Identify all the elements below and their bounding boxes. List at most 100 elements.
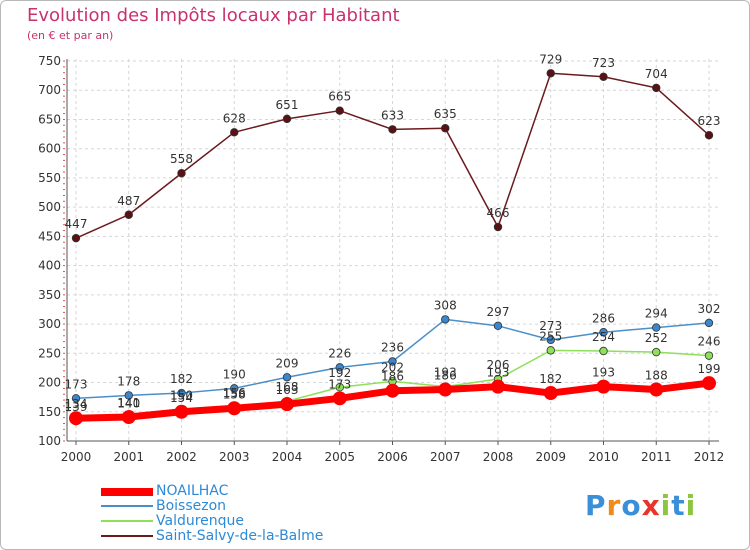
x-tick-label: 2009: [535, 450, 566, 464]
chart-title: Evolution des Impôts locaux par Habitant: [27, 5, 400, 26]
y-tick-label: 100: [38, 434, 61, 448]
y-tick-label: 150: [38, 405, 61, 419]
data-label: 466: [487, 206, 510, 220]
data-point: [493, 222, 503, 232]
x-tick-label: 2004: [272, 450, 303, 464]
data-label: 202: [381, 360, 404, 374]
x-tick-label: 2008: [483, 450, 514, 464]
logo-letter: o: [621, 489, 642, 522]
x-tick-label: 2012: [694, 450, 725, 464]
data-point: [124, 210, 133, 219]
data-label: 209: [276, 356, 299, 370]
data-label: 173: [328, 377, 351, 391]
x-tick-label: 2011: [641, 450, 672, 464]
data-label: 154: [170, 391, 193, 405]
data-label: 188: [645, 369, 668, 383]
x-tick-label: 2010: [588, 450, 619, 464]
data-label: 246: [698, 335, 721, 349]
data-point: [177, 169, 186, 178]
data-point: [282, 373, 292, 382]
data-point: [174, 404, 189, 419]
data-label: 558: [170, 152, 193, 166]
data-point: [438, 382, 453, 397]
data-label: 139: [65, 400, 88, 414]
legend-label-boissezon: Boissezon: [156, 498, 227, 514]
data-point: [71, 233, 81, 243]
y-tick-label: 200: [38, 376, 61, 390]
data-label: 255: [539, 329, 562, 343]
data-label: 190: [223, 367, 246, 381]
data-label: 308: [434, 298, 457, 312]
logo-letter: x: [641, 489, 661, 522]
legend-item-boissezon: Boissezon: [101, 498, 401, 514]
x-tick-label: 2005: [324, 450, 355, 464]
y-tick-label: 650: [38, 112, 61, 126]
data-label: 723: [592, 56, 615, 70]
legend-swatch-valdurenque: [101, 520, 153, 522]
legend-label-noailhac: NOAILHAC: [156, 483, 229, 499]
data-point: [335, 363, 344, 372]
data-label: 156: [223, 386, 246, 400]
data-label: 302: [698, 302, 721, 316]
data-label: 178: [117, 374, 140, 388]
data-label: 199: [698, 362, 721, 376]
data-label: 252: [645, 331, 668, 345]
data-label: 206: [487, 358, 510, 372]
data-point: [388, 357, 397, 366]
legend-swatch-boissezon: [101, 505, 153, 507]
data-point: [388, 125, 397, 134]
data-label: 628: [223, 111, 246, 125]
data-point: [546, 335, 555, 345]
data-point: [652, 323, 661, 332]
data-label: 273: [539, 319, 562, 333]
y-tick-label: 400: [38, 259, 61, 273]
data-point: [599, 328, 608, 337]
data-label: 665: [328, 90, 351, 104]
data-label: 286: [592, 311, 615, 325]
data-label: 193: [434, 366, 457, 380]
data-point: [332, 391, 347, 406]
x-tick-label: 2002: [166, 450, 197, 464]
data-label: 651: [276, 98, 299, 112]
data-label: 141: [117, 396, 140, 410]
legend-label-valdurenque: Valdurenque: [156, 513, 245, 529]
data-label: 236: [381, 340, 404, 354]
y-tick-label: 600: [38, 142, 61, 156]
data-point: [543, 386, 558, 401]
data-point: [596, 379, 611, 394]
data-label: 633: [381, 108, 404, 122]
data-point: [280, 397, 294, 412]
data-label: 186: [434, 369, 457, 383]
data-point: [69, 411, 83, 426]
legend-swatch-saint-salvy: [101, 535, 153, 537]
data-point: [230, 384, 239, 393]
legend-item-saint-salvy: Saint-Salvy-de-la-Balme: [101, 528, 401, 544]
data-point: [335, 106, 344, 115]
logo-letter: P: [585, 489, 607, 522]
data-label: 294: [645, 307, 668, 321]
data-point: [546, 346, 555, 355]
y-tick-label: 250: [38, 346, 61, 360]
logo-letter: t: [671, 489, 686, 522]
data-point: [599, 346, 608, 356]
y-tick-label: 550: [38, 171, 61, 185]
legend-label-saint-salvy: Saint-Salvy-de-la-Balme: [156, 528, 324, 544]
data-label: 163: [276, 383, 299, 397]
data-label: 193: [487, 366, 510, 380]
data-point: [704, 351, 714, 360]
data-point: [652, 83, 661, 93]
data-label: 192: [328, 366, 351, 380]
data-point: [652, 347, 661, 357]
data-point: [493, 321, 503, 331]
logo-letter: i: [685, 489, 697, 522]
data-point: [546, 69, 555, 78]
data-point: [385, 383, 400, 398]
data-label: 447: [65, 217, 88, 231]
data-label: 182: [539, 372, 562, 386]
data-label: 297: [487, 305, 510, 319]
data-label: 150: [170, 388, 193, 402]
data-point: [704, 131, 714, 140]
legend-swatch-noailhac: [101, 488, 153, 496]
